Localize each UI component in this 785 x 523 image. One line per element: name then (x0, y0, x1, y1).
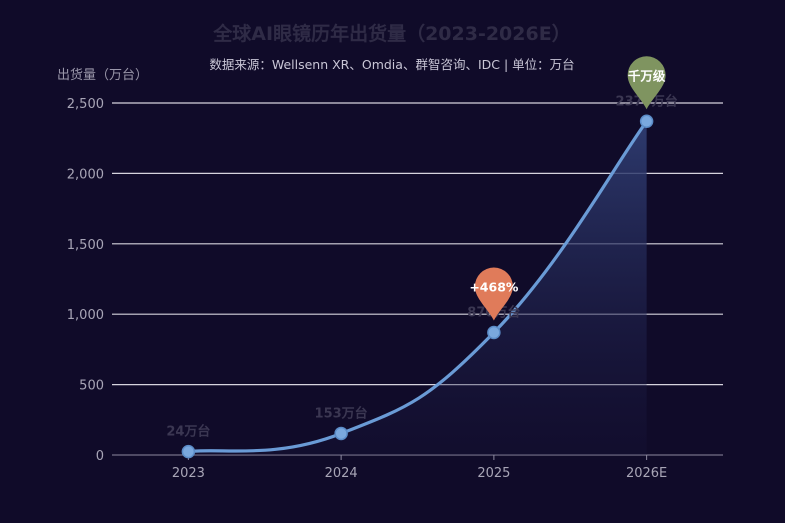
annotation-label: +468% (469, 280, 519, 295)
chart-title: 全球AI眼镜历年出货量（2023-2026E） (212, 22, 570, 45)
data-point (181, 444, 196, 459)
data-point (639, 114, 654, 129)
x-tick-label: 2024 (325, 466, 358, 481)
y-tick-label: 1,500 (67, 238, 104, 253)
series-line (186, 119, 649, 454)
data-point (334, 426, 348, 441)
x-tick-label: 2026E (626, 466, 667, 481)
series-area (188, 121, 647, 455)
x-tick-label: 2023 (172, 466, 205, 481)
y-tick-label: 0 (96, 449, 104, 464)
chart-subtitle: 数据来源：Wellsenn XR、Omdia、群智咨询、IDC | 单位：万台 (209, 57, 574, 72)
data-label: 153万台 (315, 405, 368, 421)
y-axis-label: 出货量（万台） (57, 67, 148, 83)
annotation-pin (627, 56, 666, 110)
annotation-pin (474, 267, 513, 321)
data-point (487, 325, 501, 340)
annotation-label: 千万级 (628, 68, 666, 83)
y-tick-label: 2,000 (67, 167, 104, 182)
x-tick-label: 2025 (477, 466, 510, 481)
y-tick-label: 500 (79, 379, 104, 394)
y-tick-label: 2,500 (67, 97, 104, 112)
data-label: 24万台 (166, 424, 210, 440)
y-tick-label: 1,000 (67, 308, 104, 323)
